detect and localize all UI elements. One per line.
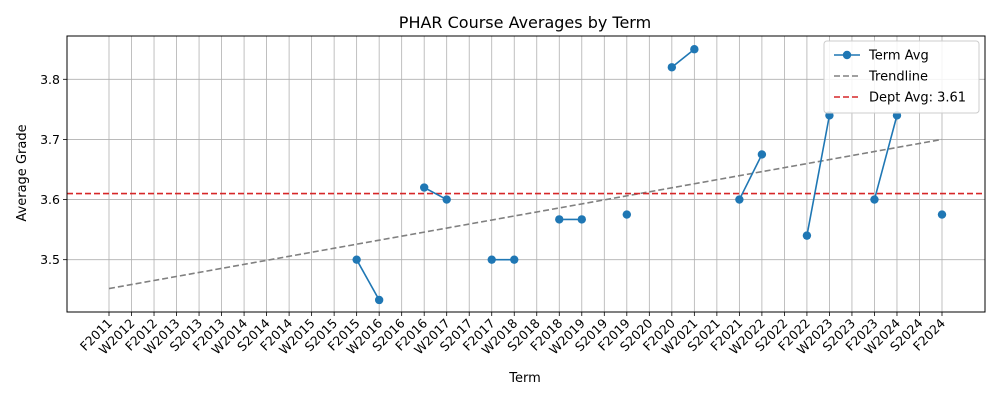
- term-avg-segment: [873, 115, 898, 200]
- trendline: [108, 138, 943, 290]
- y-axis-title: Average Grade: [15, 124, 30, 221]
- legend-label: Trendline: [868, 70, 928, 85]
- term-avg-point: [442, 195, 451, 204]
- term-avg-segment: [738, 154, 763, 200]
- y-axis: 3.5 3.6 3.7 3.8: [40, 72, 67, 267]
- y-tick-label: 3.8: [40, 72, 60, 87]
- grid: [67, 36, 985, 312]
- term-avg-point: [374, 295, 384, 305]
- x-axis-title: Term: [508, 371, 541, 386]
- term-avg-segment: [355, 259, 380, 301]
- legend-label: Dept Avg: 3.61: [869, 91, 966, 106]
- term-avg-point: [870, 195, 879, 204]
- term-avg-point: [622, 210, 632, 219]
- y-tick-label: 3.6: [40, 192, 60, 207]
- legend-box: [823, 40, 980, 114]
- term-avg-point: [757, 150, 767, 159]
- x-axis: F2011W2012F2012W2013S2013F2013W2014S2014…: [77, 312, 948, 357]
- term-avg-point: [352, 255, 361, 264]
- term-avg-point: [577, 215, 586, 224]
- reference-lines: [67, 138, 985, 290]
- legend-marker: [842, 50, 852, 60]
- chart-title: PHAR Course Averages by Term: [399, 13, 651, 32]
- term-avg-point: [690, 45, 699, 54]
- term-avg-segment: [806, 115, 831, 236]
- term-avg-point: [735, 195, 744, 204]
- term-avg-point: [802, 231, 812, 240]
- term-avg-point: [419, 183, 429, 192]
- y-tick-label: 3.5: [40, 252, 60, 267]
- term-avg-point: [937, 210, 947, 219]
- legend-label: Term Avg: [868, 49, 929, 64]
- legend: Term Avg Trendline Dept Avg: 3.61: [823, 40, 980, 114]
- term-avg-point: [667, 63, 677, 72]
- term-avg-point: [487, 255, 496, 264]
- term-avg-segment: [423, 186, 448, 201]
- y-tick-label: 3.7: [40, 132, 60, 147]
- term-avg-segment: [671, 48, 695, 68]
- term-avg-point: [510, 255, 519, 264]
- term-avg-point: [555, 215, 564, 224]
- series-layer: [352, 45, 947, 305]
- plot-frame: [66, 35, 986, 313]
